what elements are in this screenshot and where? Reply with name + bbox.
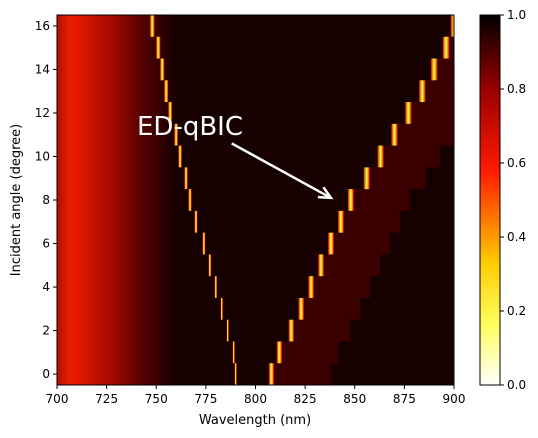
left-band — [214, 276, 217, 298]
heatmap-plot — [57, 15, 454, 385]
colorbar-tick-label: 0.8 — [507, 82, 526, 96]
right-band — [298, 297, 304, 320]
band-tail — [407, 102, 454, 124]
x-tick-label: 800 — [244, 392, 267, 406]
band-tail — [433, 58, 454, 81]
left-band — [234, 363, 237, 385]
left-band — [178, 145, 182, 168]
colorbar-tick-label: 0.0 — [507, 378, 526, 392]
y-tick-label: 16 — [35, 19, 50, 33]
right-band — [318, 254, 324, 277]
y-axis-label: Incident angle (degree) — [9, 124, 24, 276]
y-tick-label: 10 — [35, 149, 50, 163]
left-band — [150, 15, 155, 37]
band-tail — [310, 276, 371, 298]
band-tail — [278, 341, 339, 364]
right-band — [363, 167, 370, 190]
band-tail — [365, 167, 426, 190]
left-band — [184, 167, 188, 190]
y-tick-label: 4 — [42, 280, 50, 294]
left-band — [220, 297, 223, 320]
left-band — [226, 319, 229, 342]
band-tail — [290, 319, 351, 342]
colorbar-frame — [479, 14, 501, 386]
colorbar-gradient — [480, 15, 500, 385]
colorbar: 0.0 0.2 0.4 0.6 0.8 1.0 — [479, 8, 526, 392]
annotation-arrowhead — [317, 186, 334, 200]
x-tick-label: 725 — [95, 392, 118, 406]
y-tick-label: 12 — [35, 106, 50, 120]
band-tail — [421, 80, 454, 103]
right-band — [338, 210, 344, 233]
right-band — [391, 123, 398, 146]
right-band — [308, 276, 314, 298]
band-tail — [329, 232, 390, 255]
right-band — [288, 319, 294, 342]
left-band — [208, 254, 212, 277]
annotation-arrow — [231, 142, 330, 198]
left-band — [168, 102, 172, 124]
band-tail — [270, 363, 331, 385]
left-band — [194, 210, 198, 233]
x-tick-label: 875 — [393, 392, 416, 406]
y-tick-label: 6 — [42, 237, 50, 251]
band-tail — [379, 145, 440, 168]
right-band — [268, 363, 274, 385]
right-band — [377, 145, 384, 168]
x-axis-label: Wavelength (nm) — [199, 413, 311, 428]
y-tick-label: 14 — [35, 62, 50, 76]
colorbar-ticks: 0.0 0.2 0.4 0.6 0.8 1.0 — [500, 8, 526, 392]
colorbar-tick-label: 1.0 — [507, 8, 526, 22]
right-band — [405, 102, 412, 124]
left-band — [164, 80, 169, 103]
y-tick-label: 0 — [42, 367, 50, 381]
heatmap-rows — [150, 15, 454, 385]
left-band — [156, 36, 161, 59]
right-band — [347, 189, 354, 211]
x-tick-label: 775 — [194, 392, 217, 406]
x-tick-label: 700 — [46, 392, 69, 406]
x-tick-label: 750 — [145, 392, 168, 406]
right-band — [328, 232, 334, 255]
colorbar-tick-label: 0.4 — [507, 230, 526, 244]
colorbar-tick-label: 0.6 — [507, 156, 526, 170]
left-band — [160, 58, 165, 81]
left-band — [232, 341, 235, 364]
y-tick-label: 2 — [42, 324, 50, 338]
y-axis-ticks: 0 2 4 6 8 10 12 14 16 — [35, 19, 57, 381]
left-band — [174, 123, 178, 146]
colorbar-tick-label: 0.2 — [507, 304, 526, 318]
x-axis-ticks: 700 725 750 775 800 825 850 875 900 — [46, 385, 466, 406]
band-tail — [320, 254, 381, 277]
x-tick-label: 825 — [294, 392, 317, 406]
annotation-label: ED-qBIC — [137, 112, 243, 142]
right-band — [430, 58, 438, 81]
left-band — [188, 189, 192, 211]
band-tail — [393, 123, 454, 146]
right-band — [442, 36, 450, 59]
y-tick-label: 8 — [42, 193, 50, 207]
band-tail — [349, 189, 410, 211]
right-band — [276, 341, 282, 364]
annotation: ED-qBIC — [137, 112, 334, 200]
band-tail — [445, 36, 454, 59]
left-band — [202, 232, 206, 255]
right-band — [419, 80, 426, 103]
band-tail — [339, 210, 400, 233]
right-band — [450, 15, 454, 37]
x-tick-label: 900 — [443, 392, 466, 406]
x-tick-label: 850 — [343, 392, 366, 406]
band-tail — [300, 297, 361, 320]
